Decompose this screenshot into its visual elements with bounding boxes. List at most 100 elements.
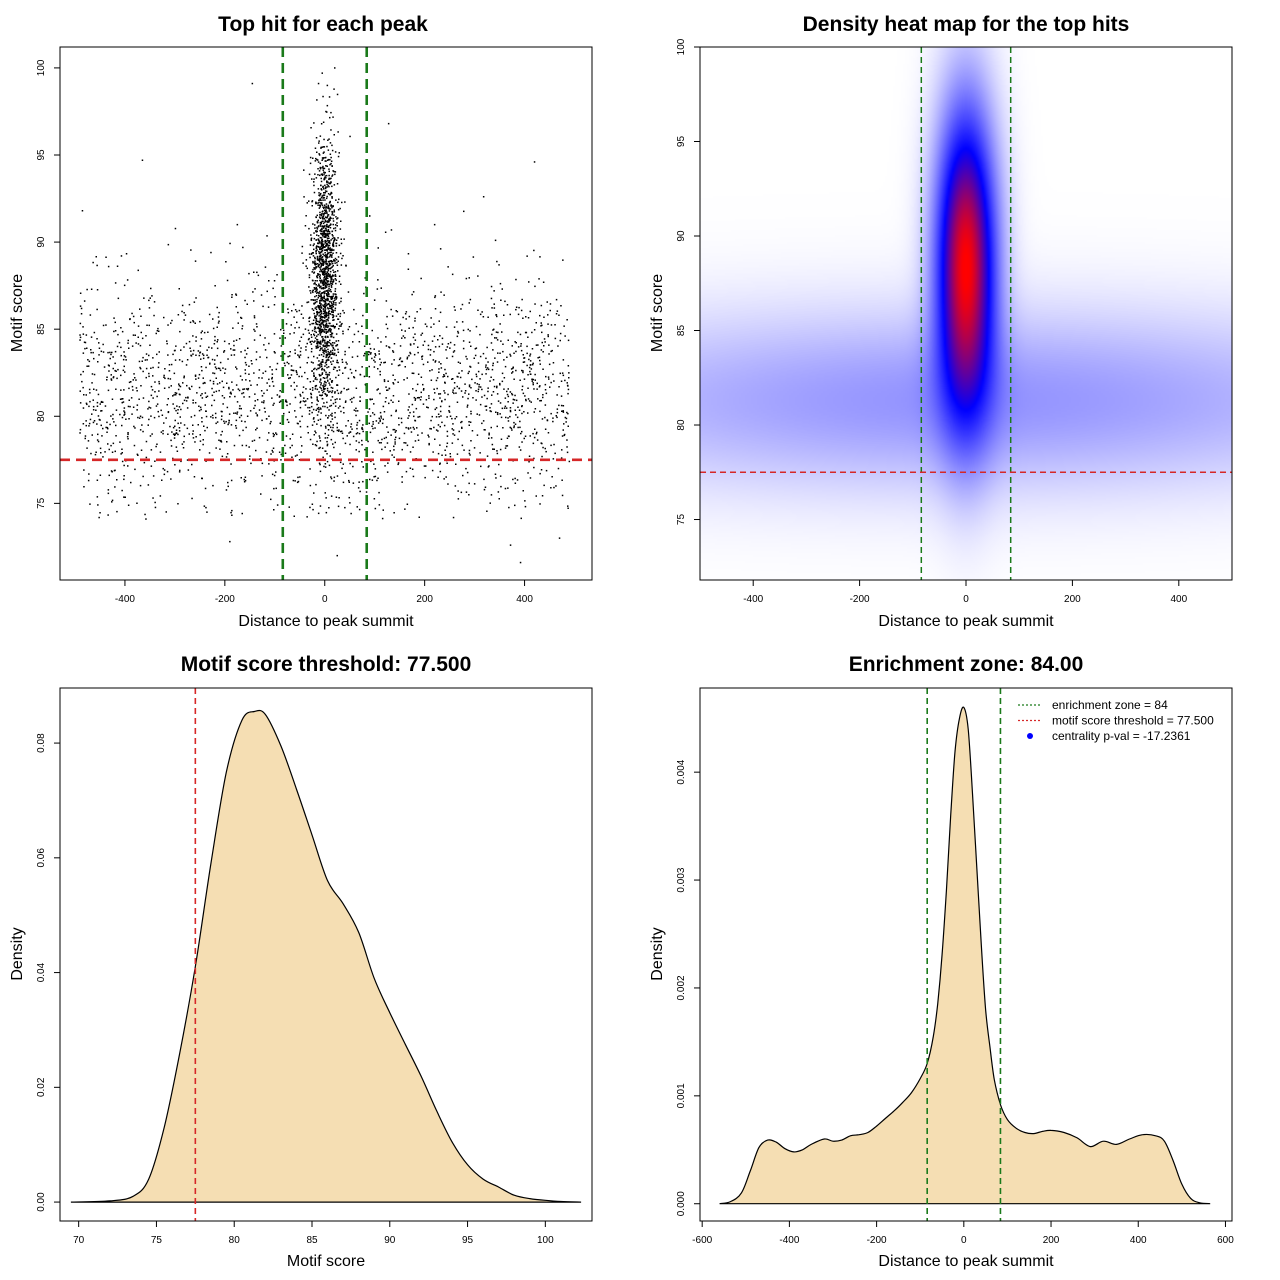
scatter-point (111, 451, 114, 453)
scatter-point (534, 428, 536, 430)
scatter-point (294, 396, 297, 399)
scatter-point (278, 395, 281, 397)
scatter-point (324, 377, 326, 379)
scatter-point (419, 399, 422, 401)
scatter-point (521, 389, 523, 391)
scatter-point (406, 503, 409, 505)
scatter-point (231, 294, 233, 296)
scatter-point (322, 310, 325, 312)
scatter-point (109, 357, 111, 360)
scatter-point (306, 301, 308, 304)
scatter-point (318, 327, 320, 330)
scatter-point (338, 302, 341, 304)
scatter-point (311, 329, 314, 332)
scatter-point (465, 467, 467, 470)
scatter-point (468, 341, 471, 343)
scatter-point (336, 93, 339, 96)
scatter-point (499, 323, 501, 325)
scatter-point (356, 432, 359, 434)
scatter-point (449, 415, 452, 417)
scatter-point (321, 157, 324, 159)
scatter-point (322, 235, 324, 237)
scatter-point (296, 454, 298, 456)
scatter-point (194, 322, 196, 324)
scatter-point (102, 324, 105, 327)
scatter-point (335, 304, 337, 306)
scatter-point (320, 147, 322, 149)
scatter-point (316, 335, 318, 337)
scatter-point (320, 387, 322, 390)
scatter-point (408, 327, 410, 329)
score-density-x-tick-label: 70 (73, 1235, 85, 1246)
scatter-point (462, 340, 465, 342)
scatter-point (418, 516, 420, 518)
scatter-point (327, 260, 330, 263)
scatter-point (96, 439, 99, 441)
scatter-point (393, 359, 395, 361)
scatter-point (337, 131, 339, 133)
score-density-x-tick-label: 75 (151, 1235, 163, 1246)
scatter-point (512, 398, 515, 401)
scatter-point (111, 501, 113, 503)
scatter-point (563, 423, 565, 425)
scatter-point (167, 377, 169, 380)
scatter-point (336, 264, 339, 266)
scatter-point (271, 373, 274, 375)
scatter-point (329, 223, 332, 225)
scatter-point (479, 403, 482, 406)
scatter-point (320, 232, 322, 235)
scatter-point (466, 471, 469, 474)
scatter-point (320, 287, 323, 290)
scatter-point (301, 252, 303, 254)
scatter-point (272, 404, 274, 406)
scatter-point (331, 381, 333, 383)
scatter-point (437, 424, 440, 426)
scatter-point (321, 242, 323, 244)
scatter-point (509, 391, 512, 393)
scatter-point (163, 374, 165, 377)
scatter-point (327, 193, 330, 195)
scatter-point (390, 414, 393, 417)
scatter-point (327, 307, 329, 309)
scatter-point (319, 193, 321, 196)
scatter-point (326, 375, 329, 378)
scatter-point (316, 276, 318, 278)
scatter-point (316, 423, 318, 425)
scatter-point (452, 391, 454, 393)
scatter-point (206, 354, 208, 356)
scatter-point (439, 444, 441, 446)
scatter-point (330, 282, 332, 285)
scatter-point (223, 397, 226, 399)
scatter-point (238, 389, 241, 392)
scatter-point (498, 264, 500, 266)
scatter-point (327, 356, 330, 359)
scatter-point (326, 297, 328, 300)
scatter-point (324, 385, 326, 387)
scatter-point (314, 280, 317, 282)
scatter-point (361, 428, 364, 430)
scatter-point (364, 277, 366, 279)
scatter-point (318, 260, 321, 263)
scatter-point (333, 271, 335, 273)
scatter-point (328, 168, 330, 170)
scatter-point (289, 446, 291, 449)
scatter-point (391, 454, 393, 456)
scatter-point (523, 357, 525, 359)
scatter-point (327, 230, 330, 233)
scatter-point (319, 446, 321, 449)
scatter-point (136, 404, 139, 406)
scatter-point (219, 369, 222, 372)
scatter-point (253, 372, 255, 374)
scatter-point (217, 339, 219, 341)
scatter-point (327, 380, 329, 382)
scatter-point (372, 412, 374, 414)
scatter-point (331, 415, 333, 417)
scatter-point (545, 450, 547, 453)
scatter-point (324, 281, 326, 283)
scatter-point (331, 308, 333, 310)
scatter-point (249, 410, 252, 412)
scatter-point (317, 245, 319, 248)
scatter-point (335, 296, 337, 298)
scatter-point (319, 299, 321, 302)
scatter-point (331, 260, 334, 263)
